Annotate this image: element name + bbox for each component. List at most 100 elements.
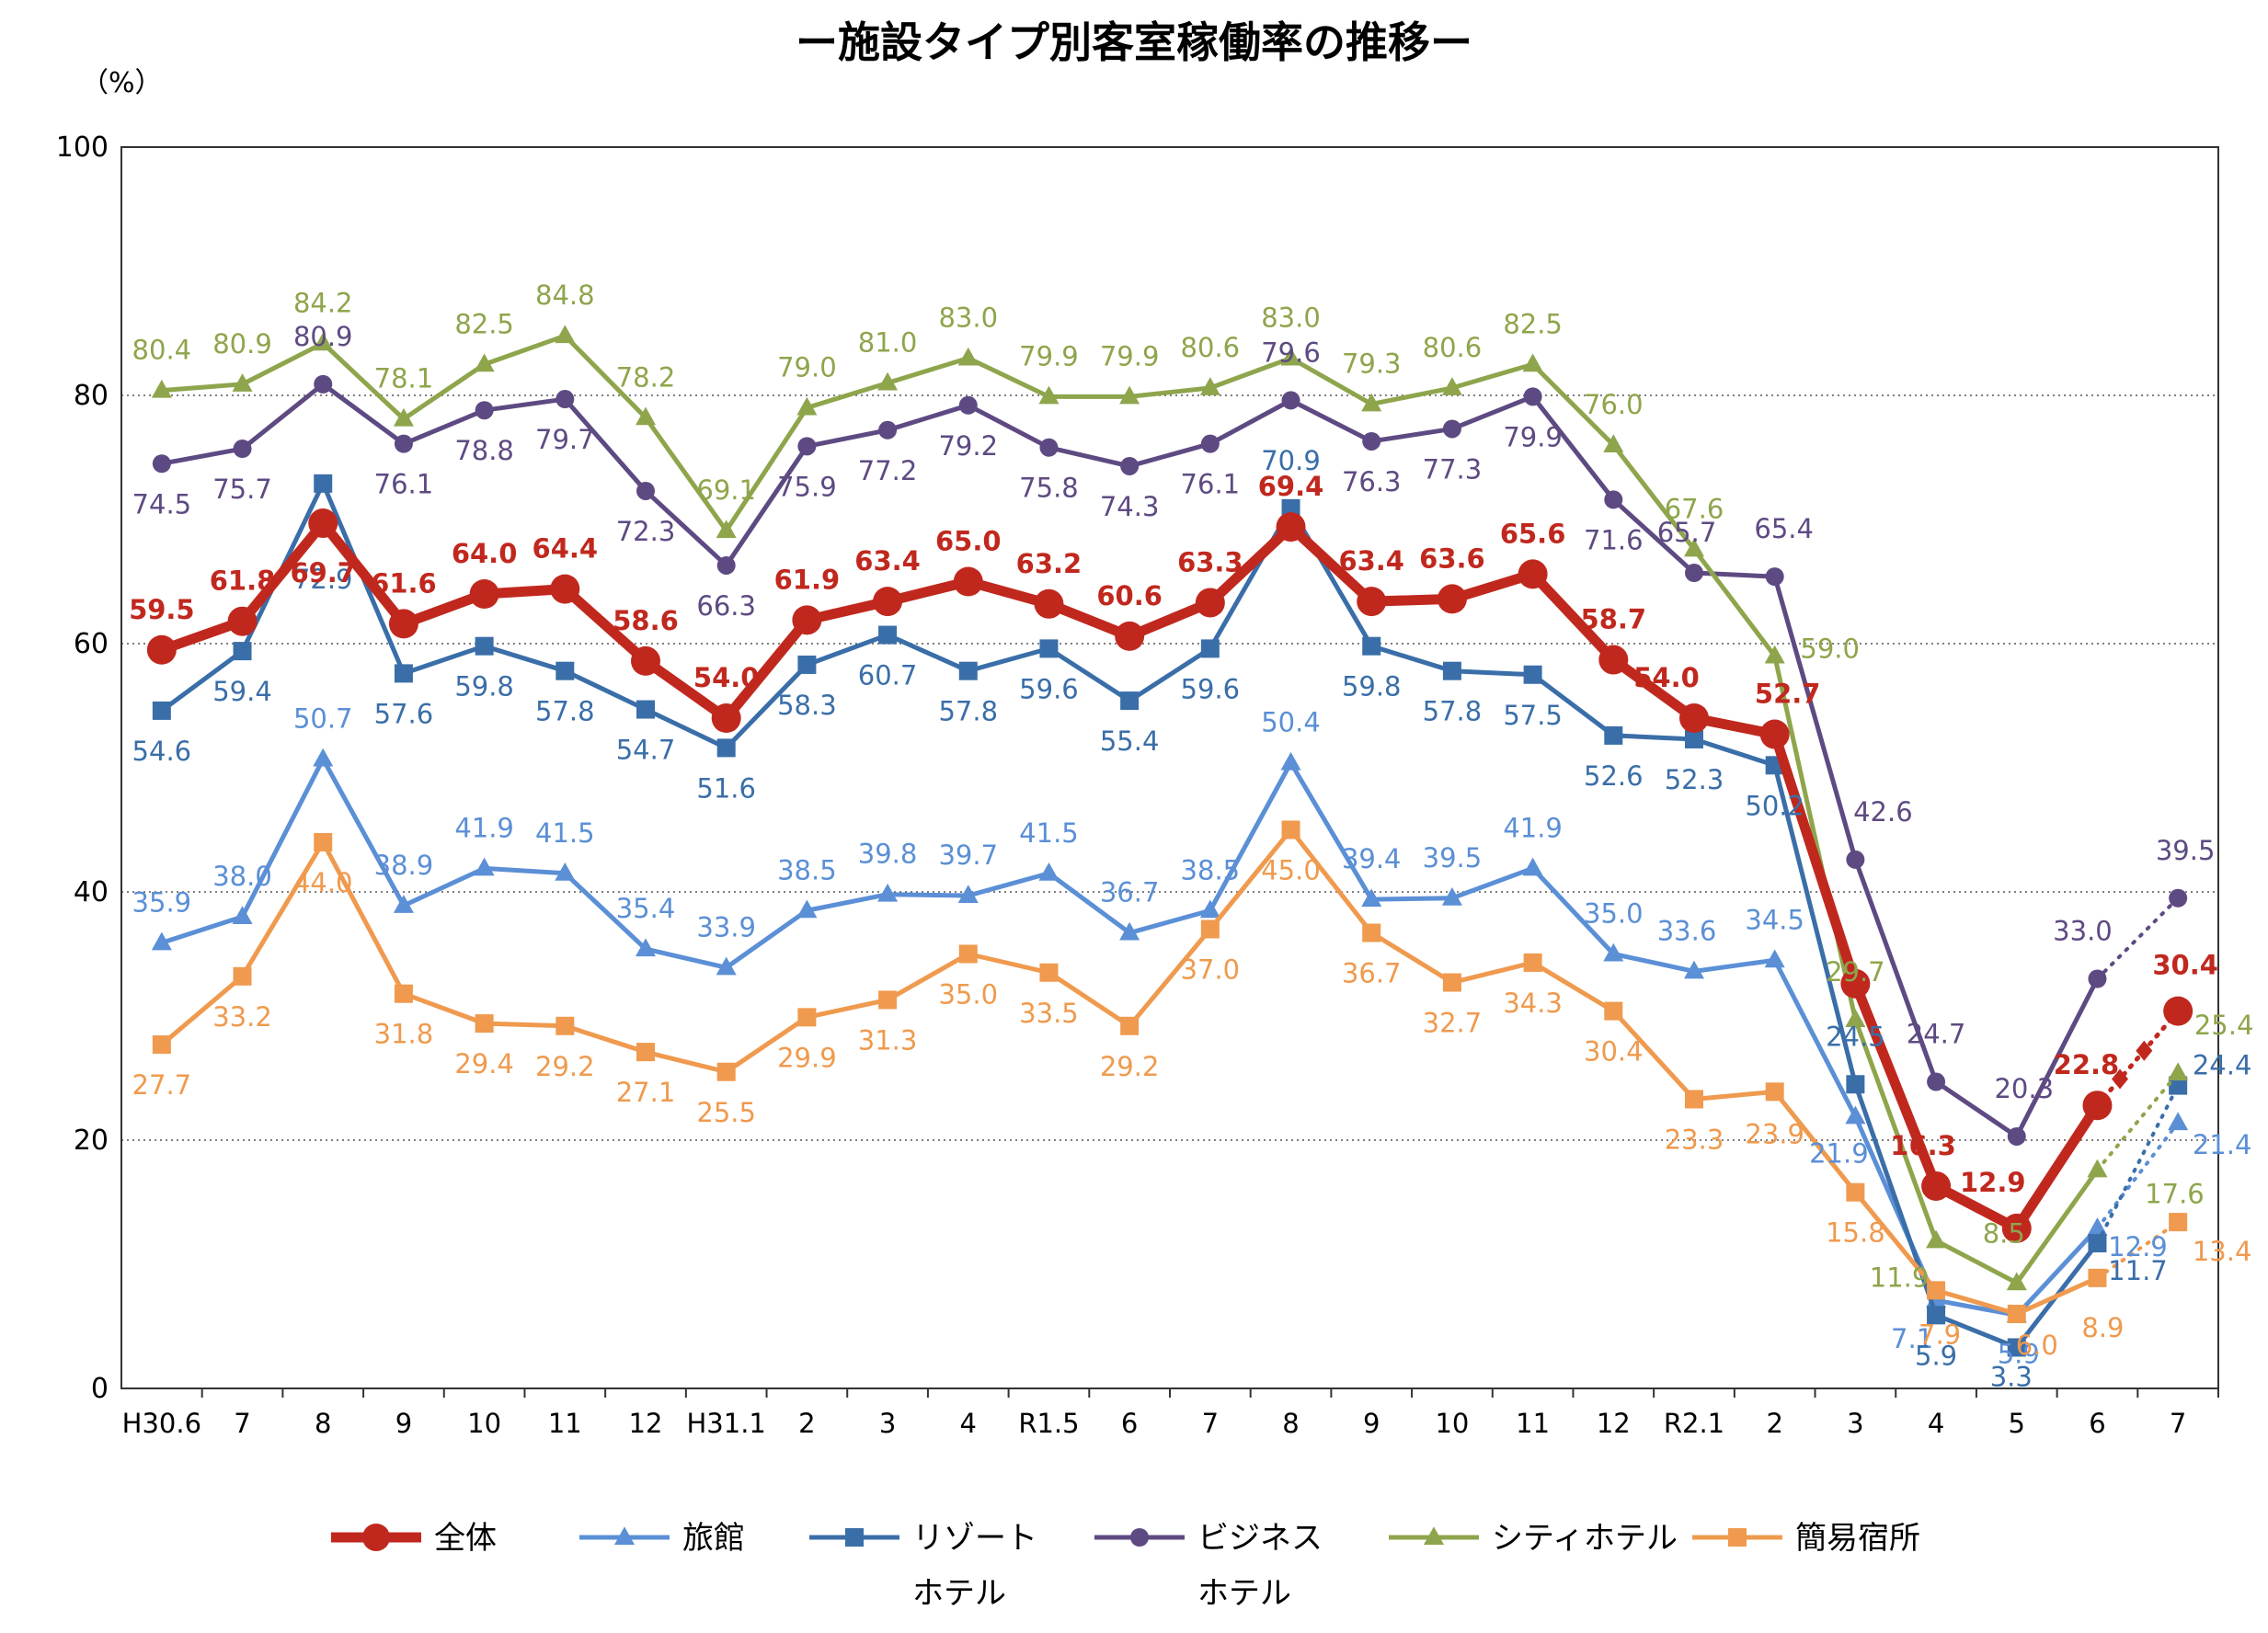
ryokan-data-label: 38.5 (1181, 854, 1241, 885)
legend-label: リゾート (912, 1520, 1037, 1557)
city-data-label: 78.2 (616, 361, 676, 393)
resort-point (1120, 691, 1140, 711)
resort-data-label: 57.5 (1503, 700, 1563, 731)
legend-label: 簡易宿所 (1795, 1520, 1920, 1557)
ryokan-data-label: 36.7 (1100, 877, 1160, 908)
kan-i-point (1200, 919, 1220, 939)
resort-point (716, 738, 736, 758)
business-point (314, 374, 333, 394)
kan-i-point (2007, 1305, 2026, 1323)
kan-i-point (1765, 1082, 1784, 1102)
kan-i-data-label: 13.4 (2193, 1236, 2252, 1267)
ryokan-data-label: 35.0 (1584, 898, 1644, 930)
zentai-point (2082, 1091, 2113, 1121)
business-data-label: 77.3 (1423, 453, 1483, 485)
business-point (475, 401, 494, 420)
city-data-label: 69.1 (696, 474, 756, 506)
resort-data-label: 11.7 (2108, 1255, 2168, 1286)
kan-i-data-label: 44.0 (293, 867, 353, 898)
resort-data-label: 57.8 (1423, 696, 1483, 727)
resort-point (1927, 1306, 1946, 1325)
city-point (313, 332, 334, 351)
x-tick-label: 10 (1435, 1408, 1469, 1439)
kan-i-point (1846, 1182, 1865, 1202)
kan-i-data-label: 45.0 (1261, 855, 1321, 886)
city-data-label: 80.6 (1181, 332, 1241, 363)
ryokan-point (474, 857, 495, 876)
kan-i-point (556, 1016, 575, 1035)
resort-data-label: 54.7 (616, 735, 676, 766)
ryokan-data-label: 12.9 (2108, 1231, 2168, 1262)
kan-i-data-label: 7.9 (1919, 1319, 1961, 1350)
kan-i-data-label: 23.9 (1745, 1118, 1804, 1149)
kan-i-data-label: 34.3 (1503, 988, 1563, 1019)
business-data-label: 78.8 (454, 435, 514, 466)
chart-title: ー施設タイプ別客室稼働率の推移ー (796, 17, 1472, 67)
legend-label: 旅館 (682, 1520, 745, 1557)
resort-point (556, 661, 575, 680)
resort-data-label: 58.3 (777, 690, 837, 721)
zentai-point (550, 574, 580, 604)
resort-data-label: 59.6 (1181, 673, 1241, 704)
resort-data-label: 59.8 (1342, 671, 1402, 702)
zentai-point (1437, 584, 1467, 614)
series-lines (146, 325, 2194, 1357)
zentai-point (1034, 588, 1064, 619)
city-forecast-line (2095, 1071, 2181, 1172)
resort-point (636, 700, 655, 719)
x-tick-label: 11 (548, 1408, 582, 1439)
business-data-label: 76.1 (374, 469, 434, 500)
ryokan-point (1038, 862, 1060, 881)
ryokan-point (1361, 888, 1382, 908)
business-data-label: 76.3 (1342, 466, 1402, 497)
city-point (1683, 538, 1705, 557)
resort-point (2169, 1076, 2188, 1095)
kan-i-point (475, 1014, 494, 1033)
data-labels: 35.9 38.0 50.7 38.9 41.9 41.5 35.4 33.9 38.5 39.8… (129, 280, 2253, 1392)
y-tick-label: 80 (74, 380, 109, 412)
business-data-label: 42.6 (1853, 796, 1913, 828)
resort-data-label: 3.3 (1990, 1361, 2033, 1392)
ryokan-data-label: 38.0 (212, 861, 272, 892)
business-point (878, 420, 898, 440)
city-point (474, 353, 495, 372)
kan-i-point (2088, 1268, 2107, 1287)
business-point (797, 437, 817, 456)
resort-point (314, 474, 333, 493)
kan-i-data-label: 29.4 (454, 1048, 514, 1079)
kan-i-data-label: 35.0 (938, 979, 998, 1011)
city-data-label: 82.5 (1503, 308, 1563, 339)
ryokan-point (1764, 949, 1785, 968)
zentai-point (1759, 719, 1790, 749)
ryokan-data-label: 33.6 (1657, 915, 1717, 946)
ryokan-data-label: 34.5 (1745, 904, 1804, 935)
ryokan-point (957, 885, 979, 904)
kan-i-data-label: 23.3 (1665, 1124, 1724, 1155)
zentai-point (1598, 645, 1629, 675)
ryokan-data-label: 39.8 (858, 839, 918, 870)
resort-data-label: 59.4 (212, 676, 272, 707)
business-point (2007, 1126, 2026, 1146)
kan-i-point (1523, 953, 1542, 972)
kan-i-data-label: 31.8 (374, 1019, 434, 1050)
x-tick-label: 11 (1516, 1408, 1550, 1439)
kan-i-data-label: 37.0 (1181, 954, 1241, 986)
city-point (1119, 385, 1140, 405)
business-point (1523, 387, 1542, 406)
city-point (2006, 1272, 2027, 1291)
zentai-point (953, 566, 983, 597)
resort-data-label: 55.4 (1100, 725, 1160, 757)
city-point (1361, 393, 1382, 412)
city-point (151, 379, 172, 398)
city-point (716, 520, 737, 539)
city-data-label: 59.0 (1800, 634, 1860, 665)
ryokan-point (1845, 1105, 1866, 1125)
zentai-point (469, 579, 499, 609)
x-tick-label: 2 (798, 1408, 815, 1439)
zentai-data-label: 58.7 (1581, 604, 1647, 635)
x-tick-label: 3 (879, 1408, 896, 1439)
city-data-label: 79.0 (777, 352, 837, 383)
kan-i-data-label: 36.7 (1342, 958, 1402, 989)
resort-data-label: 59.6 (1019, 673, 1079, 704)
city-point (957, 347, 979, 366)
